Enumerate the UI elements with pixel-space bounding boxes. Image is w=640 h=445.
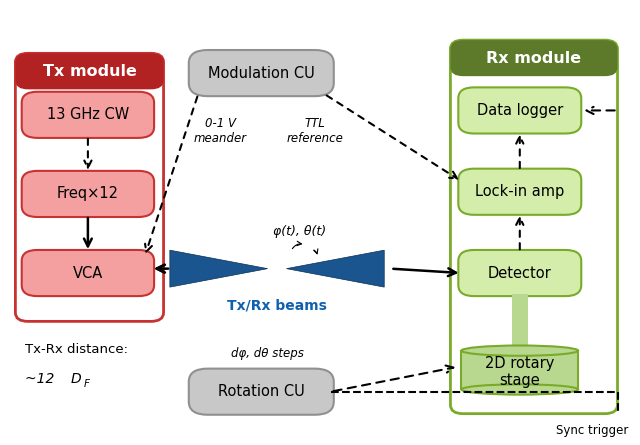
Text: Freq×12: Freq×12 bbox=[57, 186, 119, 202]
Ellipse shape bbox=[461, 345, 578, 356]
FancyBboxPatch shape bbox=[458, 169, 581, 215]
FancyBboxPatch shape bbox=[189, 368, 334, 415]
Text: ~12: ~12 bbox=[25, 372, 59, 385]
Bar bbox=[512, 294, 527, 345]
Text: φ(t), θ(t): φ(t), θ(t) bbox=[273, 225, 326, 238]
Polygon shape bbox=[287, 250, 384, 287]
FancyBboxPatch shape bbox=[22, 171, 154, 217]
Text: Rx module: Rx module bbox=[486, 51, 582, 66]
Text: dφ, dθ steps: dφ, dθ steps bbox=[231, 347, 304, 360]
FancyBboxPatch shape bbox=[189, 50, 334, 96]
FancyBboxPatch shape bbox=[451, 40, 618, 76]
Text: 0-1 V
meander: 0-1 V meander bbox=[194, 117, 247, 145]
Text: Tx module: Tx module bbox=[42, 64, 136, 79]
Text: Modulation CU: Modulation CU bbox=[208, 65, 315, 81]
FancyBboxPatch shape bbox=[22, 250, 154, 296]
Text: Rotation CU: Rotation CU bbox=[218, 384, 305, 399]
FancyBboxPatch shape bbox=[22, 92, 154, 138]
Text: Sync trigger: Sync trigger bbox=[556, 424, 628, 437]
FancyBboxPatch shape bbox=[458, 250, 581, 296]
Text: D: D bbox=[71, 372, 81, 386]
Polygon shape bbox=[170, 250, 268, 287]
Text: Tx/Rx beams: Tx/Rx beams bbox=[227, 299, 327, 313]
Text: VCA: VCA bbox=[73, 266, 103, 280]
Ellipse shape bbox=[461, 384, 578, 395]
Text: Data logger: Data logger bbox=[477, 103, 563, 118]
Text: Detector: Detector bbox=[488, 266, 552, 280]
FancyBboxPatch shape bbox=[15, 53, 164, 89]
Bar bbox=[461, 351, 578, 389]
Text: F: F bbox=[83, 379, 90, 389]
Text: 13 GHz CW: 13 GHz CW bbox=[47, 107, 129, 122]
Text: 2D rotary
stage: 2D rotary stage bbox=[485, 356, 554, 388]
Text: Lock-in amp: Lock-in amp bbox=[475, 184, 564, 199]
FancyBboxPatch shape bbox=[458, 87, 581, 134]
Text: Tx-Rx distance:: Tx-Rx distance: bbox=[25, 344, 128, 356]
Text: TTL
reference: TTL reference bbox=[287, 117, 343, 145]
